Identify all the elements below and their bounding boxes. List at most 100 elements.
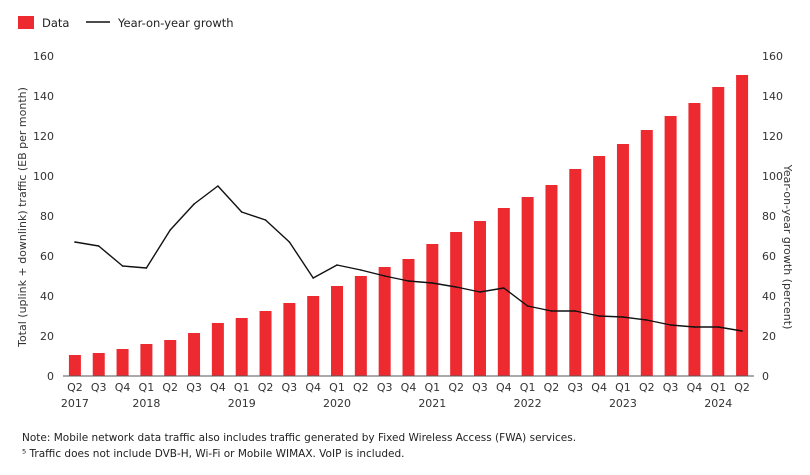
bar-13 <box>378 267 391 376</box>
bar-15 <box>426 244 439 376</box>
growth-point-28 <box>741 330 743 332</box>
growth-point-18 <box>503 287 505 289</box>
growth-point-7 <box>240 211 243 213</box>
right-tick-label-1: 20 <box>762 330 776 343</box>
right-axis-title: Year-on-year growth (percent) <box>781 164 794 330</box>
bar-8 <box>259 311 272 376</box>
bar-28 <box>736 75 749 376</box>
quarter-label-23: Q1 <box>615 381 631 394</box>
x-axis-quarter-labels: Q2 Q3 Q4 Q1 Q2 Q3 Q4 Q1 Q2 Q3 Q4 Q1 Q2 Q3 Q4 Q1 Q2 Q3 Q4 Q1… <box>67 381 750 394</box>
bar-12 <box>354 276 367 376</box>
left-tick-label-0: 0 <box>47 370 54 383</box>
right-tick-label-3: 60 <box>762 250 776 263</box>
quarter-label-7: Q1 <box>234 381 250 394</box>
left-axis-ticks: 0 20 40 60 80 100 120 140 160 <box>33 50 54 383</box>
bar-21 <box>569 169 582 376</box>
bar-20 <box>545 185 558 376</box>
growth-line-series <box>74 185 743 332</box>
bar-24 <box>640 130 653 376</box>
year-label-3: 2020 <box>323 397 351 410</box>
growth-point-10 <box>312 277 314 279</box>
growth-point-5 <box>193 203 195 205</box>
quarter-label-15: Q1 <box>424 381 440 394</box>
legend: Data Year-on-year growth <box>18 16 234 30</box>
quarter-label-10: Q4 <box>305 381 321 394</box>
bar-18 <box>497 208 510 376</box>
quarter-label-3: Q1 <box>139 381 155 394</box>
growth-point-20 <box>550 310 553 312</box>
quarter-label-4: Q2 <box>162 381 178 394</box>
bar-11 <box>331 286 344 376</box>
bar-19 <box>521 197 534 376</box>
growth-point-4 <box>169 229 172 231</box>
quarter-label-19: Q1 <box>520 381 536 394</box>
year-label-4: 2021 <box>418 397 446 410</box>
right-tick-label-0: 0 <box>762 370 769 383</box>
left-tick-label-8: 160 <box>33 50 54 63</box>
quarter-label-12: Q2 <box>353 381 369 394</box>
bar-6 <box>211 323 224 376</box>
bar-3 <box>140 344 153 376</box>
growth-point-15 <box>431 282 434 284</box>
growth-point-23 <box>622 316 624 318</box>
growth-point-25 <box>669 324 672 326</box>
growth-point-1 <box>97 245 100 247</box>
growth-point-14 <box>407 280 410 282</box>
growth-point-19 <box>526 305 529 307</box>
quarter-label-6: Q4 <box>210 381 226 394</box>
quarter-label-2: Q4 <box>115 381 131 394</box>
growth-point-3 <box>145 267 148 269</box>
right-tick-label-5: 100 <box>762 170 783 183</box>
quarter-label-18: Q4 <box>496 381 512 394</box>
quarter-label-13: Q3 <box>377 381 393 394</box>
quarter-label-21: Q3 <box>567 381 583 394</box>
bar-16 <box>450 232 463 376</box>
year-label-7: 2024 <box>704 397 732 410</box>
quarter-label-1: Q3 <box>91 381 107 394</box>
bar-10 <box>307 296 320 376</box>
left-tick-label-1: 20 <box>40 330 54 343</box>
growth-point-13 <box>383 275 386 277</box>
year-label-2: 2019 <box>228 397 256 410</box>
growth-point-9 <box>288 241 291 243</box>
footnote-fwa: Note: Mobile network data traffic also i… <box>22 432 577 444</box>
bar-1 <box>92 353 105 376</box>
growth-point-2 <box>121 265 124 267</box>
legend-data-swatch <box>18 16 34 29</box>
quarter-label-26: Q4 <box>687 381 703 394</box>
bar-22 <box>593 156 606 376</box>
quarter-label-11: Q1 <box>329 381 345 394</box>
year-label-5: 2022 <box>514 397 542 410</box>
bar-9 <box>283 303 296 376</box>
year-label-0: 2017 <box>61 397 89 410</box>
bar-14 <box>402 259 415 376</box>
growth-point-27 <box>717 326 720 328</box>
x-axis-year-labels: 2017 2018 2019 2020 2021 2022 2023 2024 <box>61 397 732 410</box>
growth-point-26 <box>693 326 696 328</box>
year-label-1: 2018 <box>132 397 160 410</box>
quarter-label-20: Q2 <box>544 381 560 394</box>
quarter-label-22: Q4 <box>591 381 607 394</box>
footnote-traffic: ⁵ Traffic does not include DVB-H, Wi-Fi … <box>22 448 405 460</box>
bar-7 <box>235 318 248 376</box>
quarter-label-5: Q3 <box>186 381 202 394</box>
left-tick-label-2: 40 <box>40 290 54 303</box>
quarter-label-16: Q2 <box>448 381 464 394</box>
growth-point-21 <box>574 310 577 312</box>
right-axis-ticks: 0 20 40 60 80 100 120 140 160 <box>762 50 783 383</box>
bar-4 <box>164 340 177 376</box>
quarter-label-27: Q1 <box>710 381 726 394</box>
right-tick-label-2: 40 <box>762 290 776 303</box>
quarter-label-17: Q3 <box>472 381 488 394</box>
growth-point-22 <box>598 315 600 317</box>
growth-point-24 <box>645 319 648 321</box>
left-tick-label-6: 120 <box>33 130 54 143</box>
growth-point-0 <box>74 241 76 243</box>
legend-data-label: Data <box>42 16 69 30</box>
left-tick-label-5: 100 <box>33 170 54 183</box>
bar-17 <box>473 221 486 376</box>
growth-point-16 <box>455 286 457 288</box>
left-tick-label-3: 60 <box>40 250 54 263</box>
left-tick-label-7: 140 <box>33 90 54 103</box>
